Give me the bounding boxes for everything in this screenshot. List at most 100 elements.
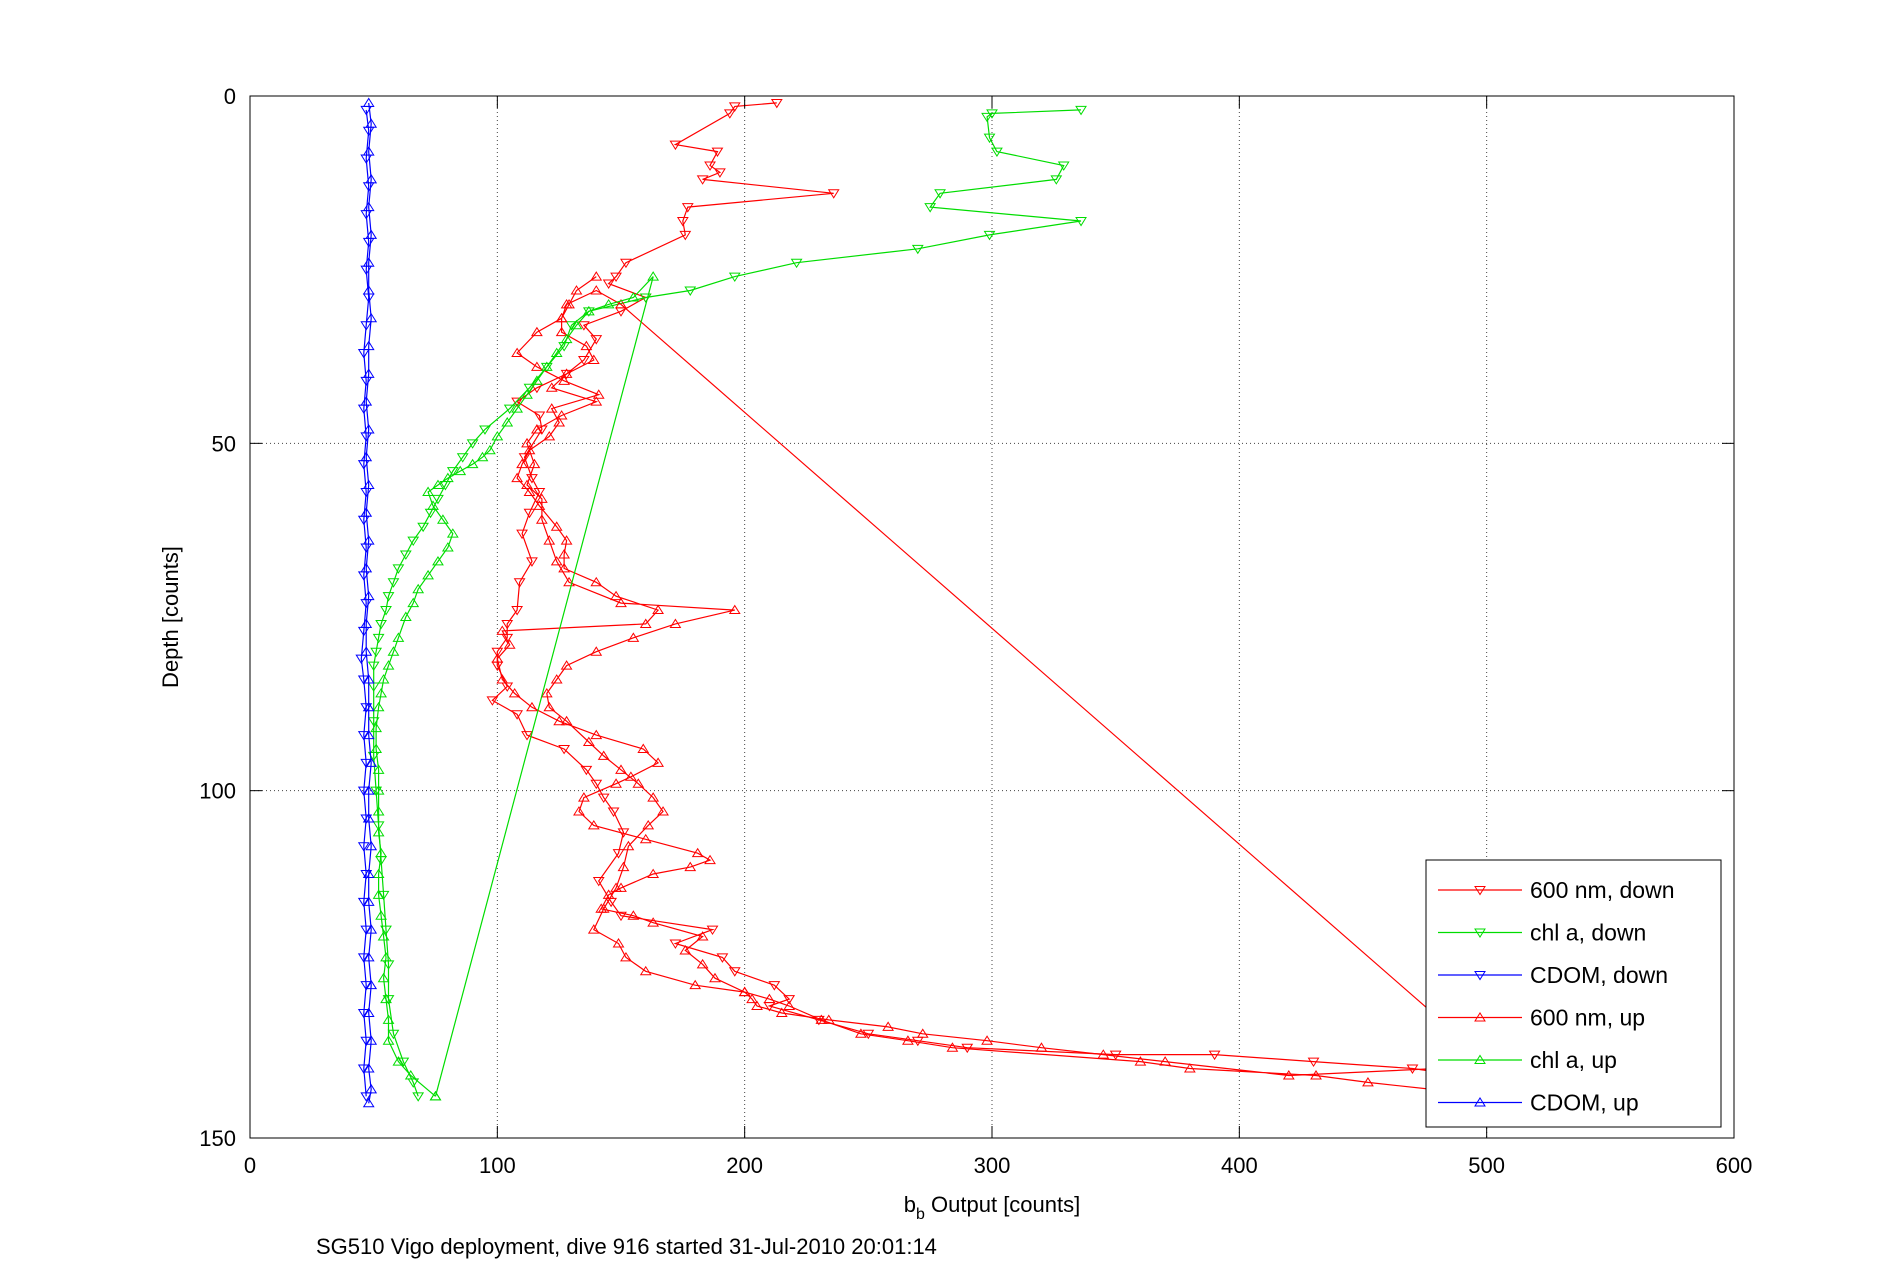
data-point <box>607 807 620 817</box>
data-point <box>679 944 692 955</box>
x-tick-label: 200 <box>726 1153 763 1178</box>
data-point <box>1035 1042 1048 1052</box>
data-point <box>669 939 682 949</box>
data-point <box>558 562 571 573</box>
data-point <box>365 840 378 851</box>
data-point <box>540 687 553 698</box>
data-point <box>565 321 578 331</box>
data-point <box>382 660 395 670</box>
x-tick-label: 500 <box>1468 1153 1505 1178</box>
data-point <box>372 764 385 774</box>
data-point <box>716 953 729 963</box>
y-tick-label: 150 <box>199 1126 236 1151</box>
legend: 600 nm, down chl a, down CDOM, down 600 nm,… <box>1425 859 1722 1128</box>
data-point <box>476 451 489 462</box>
data-point <box>362 1063 375 1073</box>
data-point <box>437 514 449 524</box>
data-point <box>362 97 375 107</box>
data-point <box>362 951 375 962</box>
data-point <box>768 981 781 991</box>
legend-label: chl a, down <box>1530 920 1646 946</box>
data-point <box>620 258 632 269</box>
data-point <box>484 444 496 455</box>
data-point <box>550 555 563 566</box>
data-point <box>382 592 395 602</box>
data-point <box>362 368 375 378</box>
data-point <box>521 731 533 741</box>
data-point <box>639 833 652 844</box>
data-point <box>590 729 603 740</box>
data-point <box>1307 1057 1320 1068</box>
data-point <box>981 112 993 123</box>
data-point <box>689 979 702 990</box>
data-point <box>714 168 726 178</box>
data-point <box>615 764 627 774</box>
data-point <box>357 1008 370 1019</box>
legend-swatch-marker <box>1474 971 1486 981</box>
data-point <box>560 535 573 545</box>
data-point <box>491 653 504 663</box>
legend-swatch-marker <box>1474 1012 1486 1022</box>
data-point <box>543 535 556 545</box>
data-point <box>360 562 373 573</box>
data-point <box>577 355 590 366</box>
x-tick-label: 600 <box>1716 1153 1753 1178</box>
data-point <box>924 203 937 213</box>
data-point <box>360 758 373 769</box>
series-layer <box>355 97 1543 1109</box>
data-point <box>360 618 373 628</box>
data-point <box>560 298 573 309</box>
data-point <box>360 646 373 656</box>
data-point <box>357 786 370 797</box>
data-point <box>511 347 524 358</box>
data-point <box>728 102 741 112</box>
data-point <box>362 868 375 879</box>
data-point <box>627 632 640 642</box>
data-point <box>783 1000 796 1011</box>
data-point <box>558 744 571 755</box>
data-point <box>555 326 568 337</box>
data-point <box>501 417 514 427</box>
data-point <box>370 647 383 658</box>
data-point <box>577 792 590 802</box>
data-point <box>580 340 593 351</box>
data-point <box>622 840 635 851</box>
data-point <box>543 430 556 441</box>
data-point <box>1183 1063 1196 1073</box>
data-point <box>751 1000 763 1011</box>
data-point <box>637 743 650 753</box>
data-point <box>531 361 543 371</box>
data-point <box>526 557 538 567</box>
data-point <box>429 1090 442 1101</box>
data-point <box>728 272 741 283</box>
data-point <box>360 981 373 991</box>
data-point <box>362 674 375 684</box>
data-point <box>511 472 524 483</box>
series-line <box>375 276 654 1097</box>
data-point <box>503 404 516 415</box>
data-point <box>540 362 553 373</box>
data-point <box>704 161 716 171</box>
data-point <box>531 375 543 385</box>
data-point <box>550 674 563 684</box>
x-axis-label: bb Output [counts] <box>904 1192 1080 1223</box>
data-point <box>615 597 627 608</box>
data-point <box>357 953 370 963</box>
data-point <box>362 1007 375 1017</box>
data-point <box>357 731 370 741</box>
data-point <box>560 369 573 380</box>
data-point <box>580 765 593 776</box>
data-point <box>535 493 548 503</box>
data-point <box>377 674 390 684</box>
data-point <box>570 285 583 295</box>
data-point <box>496 674 509 684</box>
data-point <box>367 661 380 672</box>
data-point <box>587 819 600 830</box>
data-point <box>466 439 479 449</box>
legend-swatch-marker <box>1474 928 1486 938</box>
data-point <box>479 425 491 435</box>
data-point <box>624 771 637 781</box>
data-point <box>362 146 375 156</box>
data-point <box>491 647 504 658</box>
